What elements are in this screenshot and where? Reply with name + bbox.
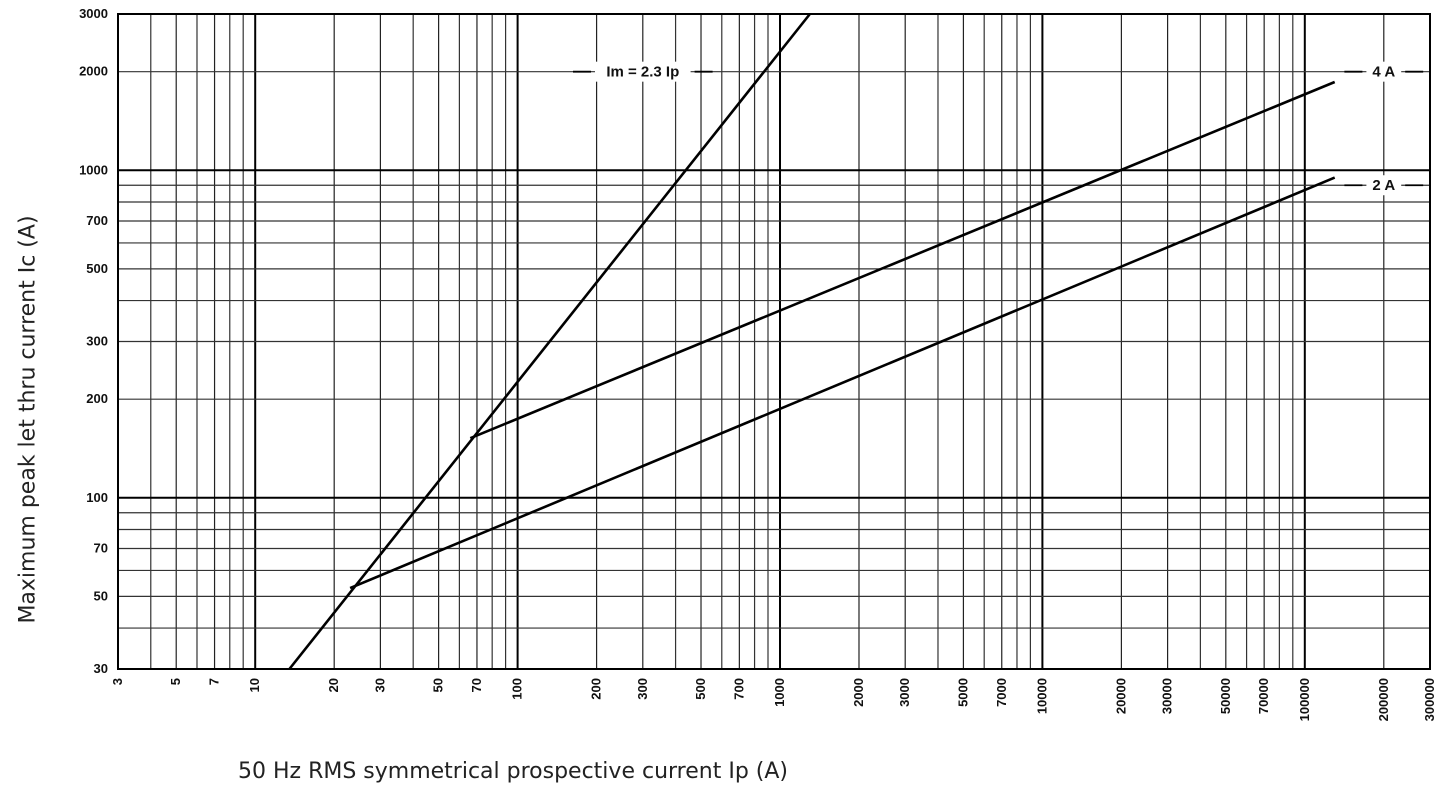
x-tick-label: 7000 [994, 678, 1009, 707]
series-label-bg-0 [595, 61, 691, 82]
x-tick-label: 20000 [1113, 678, 1128, 714]
x-tick-label: 70000 [1256, 678, 1271, 714]
y-tick-label: 700 [86, 213, 108, 228]
y-axis-label: Maximum peak let thru current Ic (A) [15, 215, 41, 624]
x-axis-label: 50 Hz RMS symmetrical prospective curren… [238, 759, 788, 784]
series-label-bg-2 [1366, 175, 1402, 196]
x-tick-label: 7 [207, 678, 222, 685]
series-line-1 [469, 80, 1336, 440]
x-tick-label: 500 [693, 678, 708, 700]
y-tick-label: 3000 [79, 6, 108, 21]
x-tick-label: 100 [510, 678, 525, 700]
x-tick-label: 200000 [1376, 678, 1391, 721]
x-tick-label: 200 [589, 678, 604, 700]
y-tick-label: 30 [94, 661, 108, 676]
plot-frame [117, 13, 1431, 670]
x-tick-label: 30000 [1160, 678, 1175, 714]
x-tick-label: 50 [431, 678, 446, 692]
x-tick-label: 300 [635, 678, 650, 700]
y-tick-label: 100 [86, 490, 108, 505]
x-tick-label: 50000 [1218, 678, 1233, 714]
series-lines [288, 13, 1336, 670]
series-line-0 [288, 13, 811, 670]
x-tick-label: 700 [731, 678, 746, 700]
x-tick-label: 1000 [772, 678, 787, 707]
x-tick-label: 300000 [1422, 678, 1437, 721]
y-tick-label: 500 [86, 261, 108, 276]
y-tick-label: 300 [86, 334, 108, 349]
series-line-2 [349, 176, 1336, 590]
grid-lines [117, 13, 1431, 670]
x-tick-labels: 3 5 7 10 20 30 50 70 100 200 300 500 700 1000 2000 3000… [110, 678, 1437, 721]
y-tick-label: 70 [94, 540, 108, 555]
x-tick-label: 100000 [1297, 678, 1312, 721]
x-tick-label: 10000 [1034, 678, 1049, 714]
x-tick-label: 30 [372, 678, 387, 692]
y-tick-labels: 30 50 70 100 200 300 500 700 1000 2000 3000 [79, 6, 108, 676]
x-tick-label: 5000 [955, 678, 970, 707]
x-tick-label: 3000 [897, 678, 912, 707]
y-tick-label: 50 [94, 588, 108, 603]
series-annotations: Im = 2.3 Ip 4 A 2 A [573, 61, 1424, 196]
series-label-2: 2 A [1372, 177, 1395, 194]
x-tick-label: 10 [247, 678, 262, 692]
y-tick-label: 1000 [79, 162, 108, 177]
series-label-0: Im = 2.3 Ip [606, 64, 679, 81]
x-tick-label: 20 [326, 678, 341, 692]
series-label-bg-1 [1366, 61, 1402, 82]
x-tick-label: 3 [110, 678, 125, 685]
y-tick-label: 200 [86, 391, 108, 406]
x-tick-label: 5 [168, 678, 183, 685]
x-tick-label: 70 [469, 678, 484, 692]
y-tick-label: 2000 [79, 64, 108, 79]
x-tick-label: 2000 [851, 678, 866, 707]
series-label-1: 4 A [1372, 64, 1395, 81]
